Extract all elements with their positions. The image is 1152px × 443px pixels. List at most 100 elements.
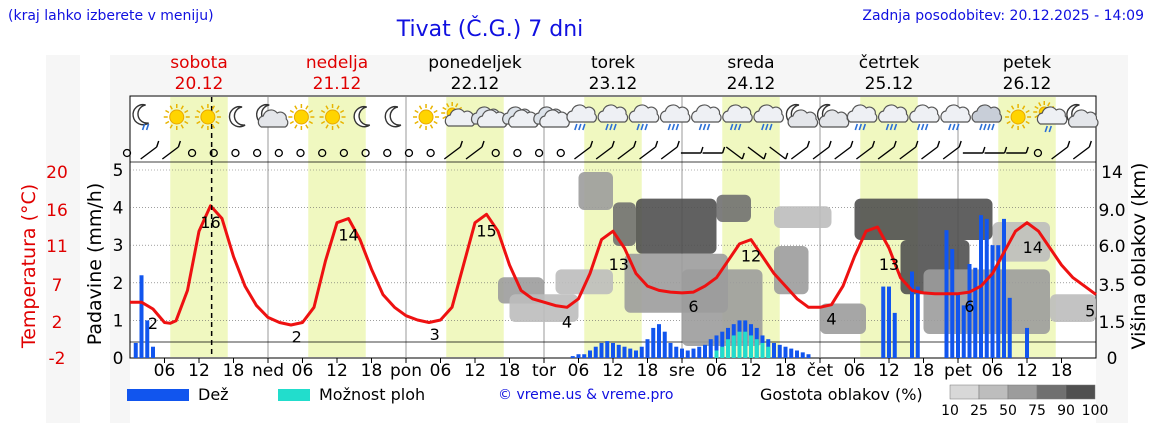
rain-drop <box>893 123 898 131</box>
rain-drop <box>644 123 648 131</box>
x-tick-label: 18 <box>223 361 245 381</box>
day-header-panel <box>110 55 1128 95</box>
density-label: 50 <box>999 403 1017 419</box>
rain-drop <box>987 123 991 131</box>
wind-calm-marker <box>383 148 392 158</box>
temperature-tick: -2 <box>49 349 66 369</box>
cloud-height-tick: 1.5 <box>1098 313 1125 333</box>
wind-calm-marker <box>122 148 132 158</box>
x-tick-label: 18 <box>499 361 521 381</box>
sun-ray <box>308 109 314 114</box>
cloud-shape <box>878 104 909 123</box>
density-swatch <box>1065 384 1096 400</box>
sun-ray <box>339 120 345 125</box>
wind-barb-flag <box>654 140 659 148</box>
wind-barb <box>595 146 613 160</box>
rain-drop <box>574 123 578 131</box>
density-label: 25 <box>970 403 988 419</box>
shower-bar <box>726 339 730 358</box>
moon-shape <box>384 105 402 128</box>
rain-icon <box>566 104 597 131</box>
rain-drop <box>667 123 672 131</box>
wind-barb-flag <box>741 152 745 160</box>
rain-drop <box>854 123 859 131</box>
precip-axis-label: Padavine (mm/h) <box>84 183 106 346</box>
sun-ray <box>1010 124 1015 129</box>
sun-disc <box>293 109 309 125</box>
wind-barb <box>617 146 635 160</box>
density-swatch <box>1007 384 1038 400</box>
wind-barb-flag <box>611 140 615 148</box>
wind-barb <box>465 146 483 160</box>
temperature-label: 2 <box>148 314 158 333</box>
precip-tick: 1 <box>113 311 124 331</box>
cloud-shape <box>753 104 784 123</box>
temperature-label: 4 <box>562 312 572 331</box>
cloud-shape <box>691 104 722 123</box>
sun-ray <box>1021 105 1026 110</box>
sun-icon <box>163 104 190 130</box>
rain-drop <box>671 123 676 131</box>
cloud-height-tick: 0 <box>1107 349 1118 369</box>
sun-ray <box>1047 102 1051 107</box>
rain-bar <box>795 350 799 358</box>
sun-ray <box>200 105 205 110</box>
rain-bar <box>910 271 914 358</box>
cloud-shape <box>1068 109 1099 128</box>
sun-ray <box>305 124 309 129</box>
x-tick-label: 06 <box>844 361 866 381</box>
wind-calm-marker <box>318 148 327 158</box>
rain-drop <box>706 123 711 131</box>
temperature-label: 6 <box>964 297 974 316</box>
density-label: 75 <box>1028 403 1046 419</box>
rain-bar <box>777 344 782 358</box>
day-date: 26.12 <box>1003 74 1052 94</box>
cloud-density-block <box>1050 294 1096 322</box>
wind-calm-marker <box>209 148 218 158</box>
rain-bar <box>996 245 1001 358</box>
wind-barb <box>574 146 591 160</box>
rain-bar <box>708 339 713 358</box>
wind-barb <box>790 146 808 160</box>
precip-tick: 4 <box>113 199 124 219</box>
sun-ray <box>1025 109 1030 114</box>
day-name: sobota <box>170 53 228 73</box>
rain-icon <box>691 104 722 131</box>
x-tick-label: 06 <box>154 361 176 381</box>
rain-drop <box>924 123 929 131</box>
wind-barb-flag <box>763 152 767 160</box>
sun-ray <box>325 105 329 110</box>
cloud-density-block <box>854 198 993 240</box>
day-name: nedelja <box>306 53 368 73</box>
night-cloud-icon <box>785 103 819 128</box>
density-label: 100 <box>1082 403 1109 419</box>
rain-bar <box>611 342 615 358</box>
sun-ray <box>211 124 216 129</box>
temperature-label: 13 <box>609 255 629 274</box>
x-tick-label: sre <box>669 361 695 381</box>
rain-bar <box>720 331 725 358</box>
region-hint: (kraj lahko izberete v meniju) <box>8 8 214 24</box>
sun-ray <box>429 105 434 110</box>
sun-ray <box>169 124 173 129</box>
sun-ray <box>336 105 340 110</box>
cloud-icon <box>533 106 570 128</box>
rain-icon <box>722 104 753 131</box>
rain-bar <box>915 286 920 358</box>
wind-row <box>122 140 1092 160</box>
wind-barb-flag <box>177 140 182 148</box>
rain-drop <box>636 123 640 131</box>
temperature-tick: 11 <box>46 237 68 257</box>
rain-bar <box>887 286 891 358</box>
rain-drop <box>761 123 765 131</box>
rain-bar <box>714 335 719 358</box>
night-rain-icon <box>132 103 150 131</box>
rain-bar <box>1025 327 1029 358</box>
wind-barb-flag <box>982 146 986 154</box>
moon-shape <box>353 105 371 128</box>
rain-drop <box>578 123 582 131</box>
wind-barb-flag <box>828 140 832 148</box>
rain-bar <box>789 348 794 358</box>
x-tick-label: 12 <box>188 361 210 381</box>
wind-barb-flag <box>700 146 704 154</box>
